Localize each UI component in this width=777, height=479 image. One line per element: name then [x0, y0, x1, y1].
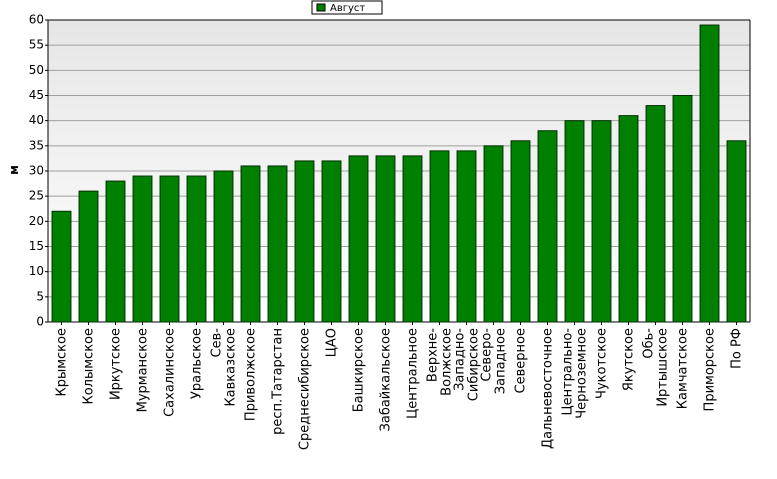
bar — [105, 180, 126, 323]
x-tick-label: Дальневосточное — [541, 328, 556, 449]
bar — [321, 160, 342, 323]
legend-swatch — [316, 3, 326, 12]
bar — [645, 105, 666, 323]
x-tick-label: Мурманское — [136, 328, 151, 412]
y-tick-label: 55 — [29, 38, 44, 52]
bar — [672, 95, 693, 323]
bar — [456, 150, 477, 323]
x-tick-label: Крымское — [55, 328, 70, 397]
x-tick-label: Сев-Кавказское — [210, 328, 239, 407]
x-tick-label: Уральское — [190, 328, 205, 399]
bar — [564, 120, 585, 323]
x-tick-label: Западно-Сибирское — [453, 328, 482, 402]
y-tick-label: 45 — [29, 88, 44, 102]
x-tick-label: Северное — [514, 328, 529, 393]
x-tick-label: Приволжское — [244, 328, 259, 421]
bar — [618, 115, 639, 323]
x-tick-label: респ.Татарстан — [271, 328, 286, 435]
y-tick-label: 50 — [29, 63, 44, 77]
x-tick-label: Верхне-Волжское — [426, 328, 455, 396]
x-tick-label: Камчатское — [676, 328, 691, 409]
y-tick-label: 0 — [36, 315, 44, 329]
bar — [51, 210, 72, 323]
x-tick-label: Приморское — [703, 328, 718, 411]
bar — [132, 175, 153, 323]
x-tick-label: Колымское — [82, 328, 97, 405]
bar — [726, 140, 747, 323]
x-tick-label: Сахалинское — [163, 328, 178, 417]
legend-label: Август — [330, 3, 365, 14]
bar — [483, 145, 504, 323]
bar — [186, 175, 207, 323]
x-tick-label: Среднесибирское — [298, 328, 313, 450]
x-tick-label: Забайкальское — [379, 328, 394, 431]
x-tick-label: Иркутское — [109, 328, 124, 400]
x-tick-label: Центральное — [406, 328, 421, 419]
x-tick-label: ЦАО — [325, 328, 340, 357]
bar — [267, 165, 288, 323]
y-tick-label: 10 — [29, 264, 44, 278]
x-tick-label: Центрально-Черноземное — [561, 328, 590, 419]
bar — [78, 190, 99, 323]
x-tick-label: Обь-Иртышское — [642, 328, 671, 407]
y-tick-label: 40 — [29, 113, 44, 127]
bar — [294, 160, 315, 323]
y-tick-label: 35 — [29, 138, 44, 152]
x-tick-label: Якутское — [622, 328, 637, 391]
y-tick-label: 60 — [29, 13, 44, 27]
y-tick-label: 15 — [29, 239, 44, 253]
y-tick-label: 20 — [29, 214, 44, 228]
bar — [240, 165, 261, 323]
x-tick-label: Чукотское — [595, 328, 610, 399]
bar — [213, 170, 234, 323]
bar — [591, 120, 612, 323]
legend-box — [311, 0, 383, 15]
bar — [510, 140, 531, 323]
bar — [537, 130, 558, 323]
bar — [429, 150, 450, 323]
bar — [375, 155, 396, 323]
bar — [699, 24, 720, 323]
bar — [402, 155, 423, 323]
y-tick-label: 5 — [36, 289, 44, 303]
x-tick-label: По РФ — [730, 328, 745, 369]
x-tick-label: Башкирское — [352, 328, 367, 412]
y-tick-label: 30 — [29, 164, 44, 178]
y-tick-label: 25 — [29, 189, 44, 203]
bar — [159, 175, 180, 323]
x-tick-label: Северо-Западное — [480, 328, 509, 395]
legend: Август — [311, 0, 383, 15]
bar — [348, 155, 369, 323]
y-axis-label: м — [7, 165, 21, 175]
